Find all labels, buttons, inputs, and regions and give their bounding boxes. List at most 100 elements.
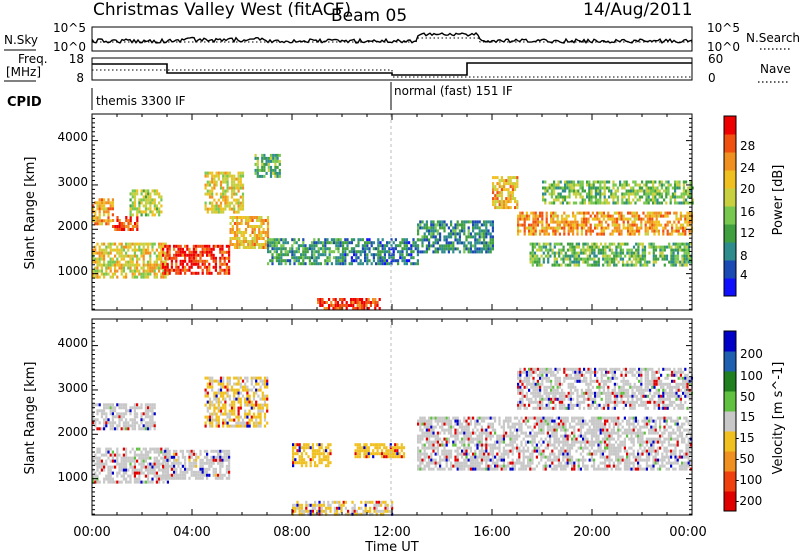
data-cell xyxy=(166,480,169,484)
data-cell xyxy=(419,416,422,420)
data-cell xyxy=(533,245,537,249)
data-cell xyxy=(465,419,468,423)
data-cell xyxy=(605,201,608,205)
data-cell xyxy=(120,242,123,246)
data-cell xyxy=(665,189,668,193)
data-cell xyxy=(109,260,112,264)
data-cell xyxy=(147,468,150,472)
data-cell xyxy=(206,244,209,248)
data-cell xyxy=(114,459,117,463)
data-cell xyxy=(419,452,422,456)
data-cell xyxy=(604,251,607,255)
data-cell xyxy=(244,421,247,425)
data-cell xyxy=(391,449,395,453)
data-cell xyxy=(439,416,442,420)
data-cell xyxy=(307,446,310,450)
data-cell xyxy=(263,379,267,383)
data-cell xyxy=(350,241,353,245)
data-cell xyxy=(162,250,165,254)
data-cell xyxy=(107,198,110,202)
data-cell xyxy=(173,458,176,462)
data-cell xyxy=(129,213,132,217)
data-cell xyxy=(224,207,227,211)
data-cell xyxy=(153,459,156,463)
data-cell xyxy=(375,509,378,513)
data-cell xyxy=(244,376,247,380)
data-cell xyxy=(489,452,492,456)
data-cell xyxy=(237,189,240,193)
data-cell xyxy=(133,198,137,202)
data-cell xyxy=(142,269,145,273)
data-cell xyxy=(309,464,312,468)
data-cell xyxy=(155,204,159,208)
data-cell xyxy=(644,223,647,227)
data-cell xyxy=(129,465,132,469)
data-cell xyxy=(274,159,277,163)
data-cell xyxy=(576,232,579,236)
data-cell xyxy=(109,453,112,457)
data-cell xyxy=(233,231,237,234)
data-cell xyxy=(275,256,278,260)
data-cell xyxy=(153,447,156,451)
data-cell xyxy=(325,506,328,510)
data-cell xyxy=(509,200,512,204)
data-cell xyxy=(210,455,213,459)
data-cell xyxy=(380,449,384,453)
data-cell xyxy=(120,412,123,416)
data-cell xyxy=(300,446,303,450)
data-cell xyxy=(423,419,426,423)
data-cell xyxy=(315,241,318,245)
data-cell xyxy=(217,198,220,202)
data-cell xyxy=(219,204,223,208)
data-cell xyxy=(621,263,625,267)
data-cell xyxy=(485,241,488,245)
data-cell xyxy=(580,229,583,233)
data-cell xyxy=(263,153,266,157)
data-cell xyxy=(235,415,238,419)
data-cell xyxy=(166,272,169,276)
data-cell xyxy=(203,473,206,477)
data-cell xyxy=(536,220,539,224)
data-cell xyxy=(92,412,95,416)
data-cell xyxy=(131,459,134,463)
data-cell xyxy=(463,440,466,444)
data-cell xyxy=(293,259,296,263)
data-cell xyxy=(676,260,680,264)
data-cell xyxy=(476,428,479,432)
data-cell xyxy=(133,204,137,208)
data-cell xyxy=(679,232,682,236)
data-cell xyxy=(519,229,522,233)
data-cell xyxy=(212,244,215,248)
data-cell xyxy=(478,437,481,441)
data-cell xyxy=(164,455,167,459)
data-cell xyxy=(269,259,272,263)
data-cell xyxy=(138,471,141,475)
data-cell xyxy=(599,189,602,193)
data-cell xyxy=(478,238,481,242)
data-cell xyxy=(372,301,375,304)
data-cell xyxy=(133,275,136,279)
data-cell xyxy=(208,397,212,401)
data-cell xyxy=(314,506,317,510)
data-cell xyxy=(153,266,156,270)
data-cell xyxy=(687,192,690,196)
data-cell xyxy=(378,298,381,301)
data-cell xyxy=(94,245,97,249)
data-cell xyxy=(129,412,132,416)
data-cell xyxy=(463,452,466,456)
data-cell xyxy=(588,192,591,196)
data-cell xyxy=(147,245,150,249)
data-cell xyxy=(136,219,139,222)
data-cell xyxy=(213,180,216,184)
data-cell xyxy=(613,217,616,221)
data-cell xyxy=(679,248,682,252)
data-cell xyxy=(330,250,333,254)
data-cell xyxy=(259,397,262,401)
data-cell xyxy=(98,248,101,252)
data-cell xyxy=(371,500,374,504)
data-cell xyxy=(114,453,117,457)
data-cell xyxy=(365,452,368,456)
data-cell xyxy=(266,228,270,231)
data-cell xyxy=(266,403,269,407)
data-cell xyxy=(181,268,184,272)
